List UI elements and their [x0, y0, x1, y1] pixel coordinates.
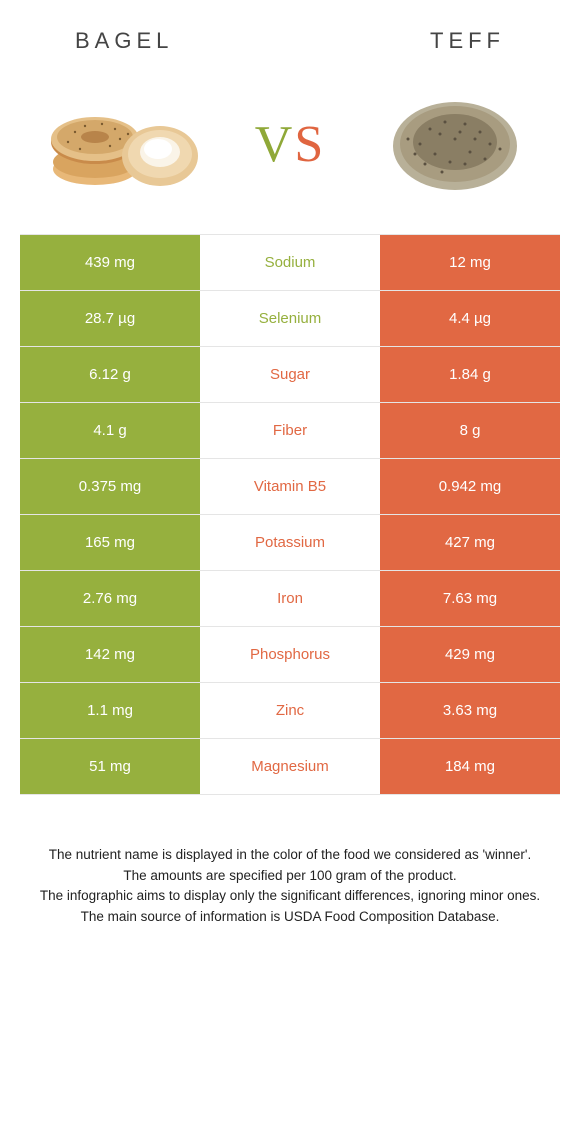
- footer-line: The nutrient name is displayed in the co…: [28, 845, 552, 865]
- vs-v: V: [255, 116, 295, 173]
- title-left: BAGEL: [75, 28, 173, 54]
- table-row: 1.1 mgZinc3.63 mg: [20, 683, 560, 739]
- table-row: 2.76 mgIron7.63 mg: [20, 571, 560, 627]
- table-row: 6.12 gSugar1.84 g: [20, 347, 560, 403]
- cell-right: 3.63 mg: [380, 683, 560, 738]
- cell-right: 7.63 mg: [380, 571, 560, 626]
- cell-left: 439 mg: [20, 235, 200, 290]
- cell-left: 6.12 g: [20, 347, 200, 402]
- cell-left: 4.1 g: [20, 403, 200, 458]
- cell-nutrient: Sugar: [200, 347, 380, 402]
- nutrient-table: 439 mgSodium12 mg28.7 µgSelenium4.4 µg6.…: [20, 234, 560, 795]
- cell-nutrient: Zinc: [200, 683, 380, 738]
- cell-left: 165 mg: [20, 515, 200, 570]
- cell-right: 427 mg: [380, 515, 560, 570]
- cell-left: 28.7 µg: [20, 291, 200, 346]
- table-row: 4.1 gFiber8 g: [20, 403, 560, 459]
- cell-right: 0.942 mg: [380, 459, 560, 514]
- cell-nutrient: Sodium: [200, 235, 380, 290]
- cell-right: 184 mg: [380, 739, 560, 794]
- footer-line: The amounts are specified per 100 gram o…: [28, 866, 552, 886]
- cell-nutrient: Fiber: [200, 403, 380, 458]
- table-row: 439 mgSodium12 mg: [20, 235, 560, 291]
- table-row: 51 mgMagnesium184 mg: [20, 739, 560, 795]
- cell-left: 1.1 mg: [20, 683, 200, 738]
- cell-left: 0.375 mg: [20, 459, 200, 514]
- cell-left: 51 mg: [20, 739, 200, 794]
- cell-left: 2.76 mg: [20, 571, 200, 626]
- cell-right: 1.84 g: [380, 347, 560, 402]
- images-row: VS: [0, 74, 580, 234]
- cell-right: 4.4 µg: [380, 291, 560, 346]
- cell-nutrient: Phosphorus: [200, 627, 380, 682]
- cell-nutrient: Potassium: [200, 515, 380, 570]
- vs-label: VS: [255, 115, 325, 174]
- cell-nutrient: Selenium: [200, 291, 380, 346]
- vs-s: S: [294, 116, 325, 173]
- table-row: 165 mgPotassium427 mg: [20, 515, 560, 571]
- cell-right: 8 g: [380, 403, 560, 458]
- cell-right: 429 mg: [380, 627, 560, 682]
- teff-image: [370, 84, 540, 204]
- table-row: 142 mgPhosphorus429 mg: [20, 627, 560, 683]
- table-row: 28.7 µgSelenium4.4 µg: [20, 291, 560, 347]
- cell-nutrient: Vitamin B5: [200, 459, 380, 514]
- footer-line: The infographic aims to display only the…: [28, 886, 552, 906]
- cell-nutrient: Iron: [200, 571, 380, 626]
- footer-line: The main source of information is USDA F…: [28, 907, 552, 927]
- header: BAGEL TEFF: [0, 0, 580, 74]
- title-right: TEFF: [430, 28, 505, 54]
- cell-right: 12 mg: [380, 235, 560, 290]
- cell-left: 142 mg: [20, 627, 200, 682]
- bagel-image: [40, 84, 210, 204]
- footer-notes: The nutrient name is displayed in the co…: [0, 845, 580, 926]
- cell-nutrient: Magnesium: [200, 739, 380, 794]
- table-row: 0.375 mgVitamin B50.942 mg: [20, 459, 560, 515]
